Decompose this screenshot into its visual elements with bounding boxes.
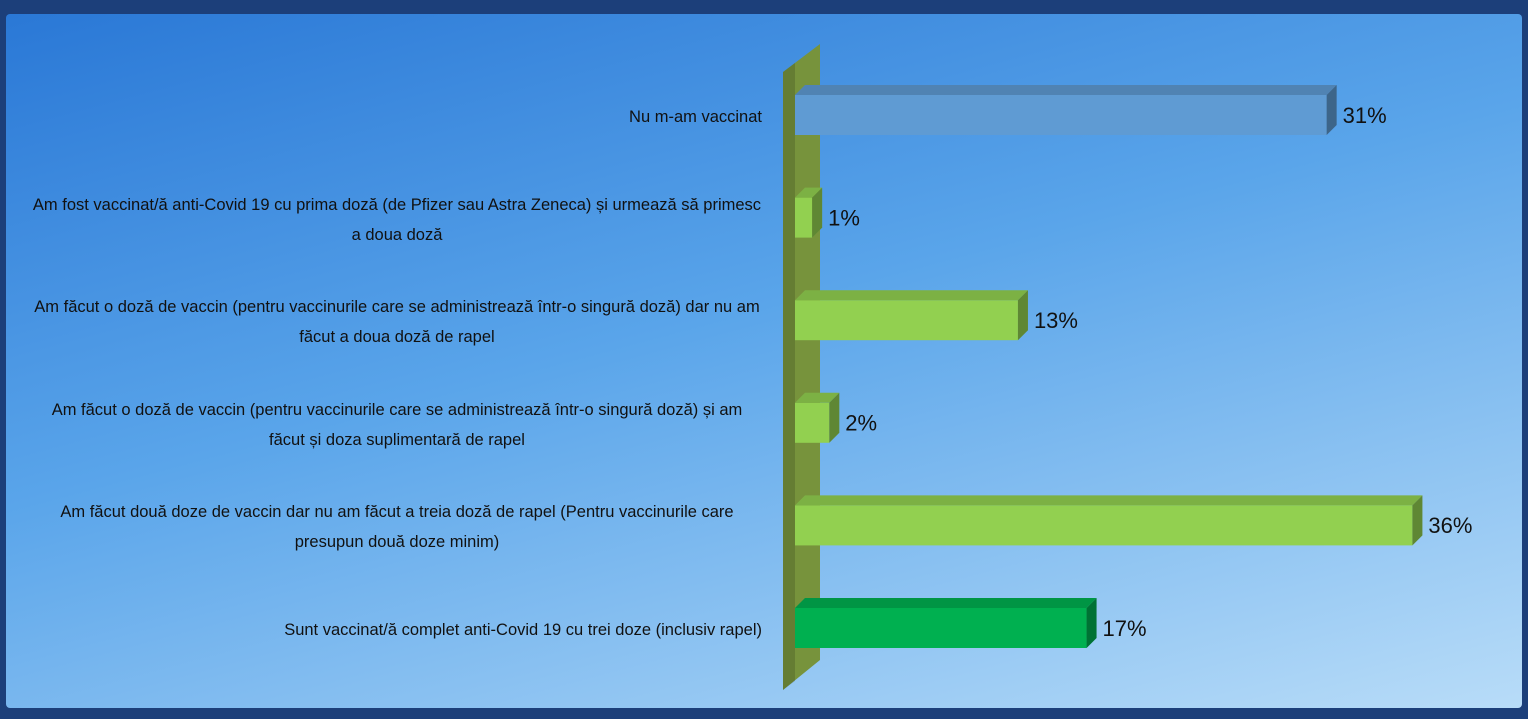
bar: [795, 300, 1018, 341]
category-label-box: Am fost vaccinat/ă anti-Covid 19 cu prim…: [17, 185, 762, 255]
bar-top: [795, 187, 823, 198]
bar-side: [812, 187, 823, 238]
value-label: 2%: [845, 411, 877, 436]
bar-side-shade: [1412, 495, 1423, 546]
bar: [795, 197, 813, 238]
bar-top-shade: [795, 85, 1337, 95]
value-label: 13%: [1034, 308, 1078, 333]
bar: [795, 402, 830, 443]
bar-side: [1326, 85, 1337, 135]
bar-side: [1086, 598, 1097, 648]
bar-top-shade: [795, 392, 840, 403]
category-label-box: Nu m-am vaccinat: [17, 82, 762, 152]
bar-top: [795, 598, 1097, 608]
bar: [795, 608, 1087, 648]
bar: [795, 505, 1413, 546]
value-label: 31%: [1343, 103, 1387, 128]
category-label: Nu m-am vaccinat: [629, 108, 762, 126]
bar-side-shade: [1086, 598, 1097, 648]
bar-side: [1017, 290, 1028, 341]
category-label: Sunt vaccinat/ă complet anti-Covid 19 cu…: [284, 621, 762, 639]
bar: [795, 95, 1327, 135]
bar-top-shade: [795, 495, 1423, 506]
category-label-box: Am făcut două doze de vaccin dar nu am f…: [17, 492, 762, 562]
bar-top: [795, 85, 1337, 95]
bar-top-shade: [795, 290, 1028, 301]
value-label: 17%: [1103, 616, 1147, 641]
bar-top-shade: [795, 598, 1097, 608]
category-label: Am făcut două doze de vaccin dar nu am f…: [60, 503, 734, 552]
bar-side-shade: [812, 187, 823, 238]
bar-side: [1412, 495, 1423, 546]
bar-top-shade: [795, 187, 823, 198]
category-label: Am fost vaccinat/ă anti-Covid 19 cu prim…: [32, 195, 762, 244]
bar-side-shade: [1326, 85, 1337, 135]
bar-top: [795, 495, 1423, 506]
category-label: Am făcut o doză de vaccin (pentru vaccin…: [34, 298, 760, 347]
category-label-box: Am făcut o doză de vaccin (pentru vaccin…: [17, 287, 762, 357]
bar-top: [795, 392, 840, 403]
bar-side: [829, 392, 840, 443]
bar-side-shade: [829, 392, 840, 443]
bar-top: [795, 290, 1028, 301]
category-label-box: Am făcut o doză de vaccin (pentru vaccin…: [17, 390, 762, 460]
value-label: 1%: [828, 205, 860, 230]
category-label: Am făcut o doză de vaccin (pentru vaccin…: [51, 400, 743, 449]
category-label-box: Sunt vaccinat/ă complet anti-Covid 19 cu…: [17, 595, 762, 665]
value-label: 36%: [1428, 513, 1472, 538]
axis-wall-shade: [783, 63, 795, 690]
bar-side-shade: [1017, 290, 1028, 341]
